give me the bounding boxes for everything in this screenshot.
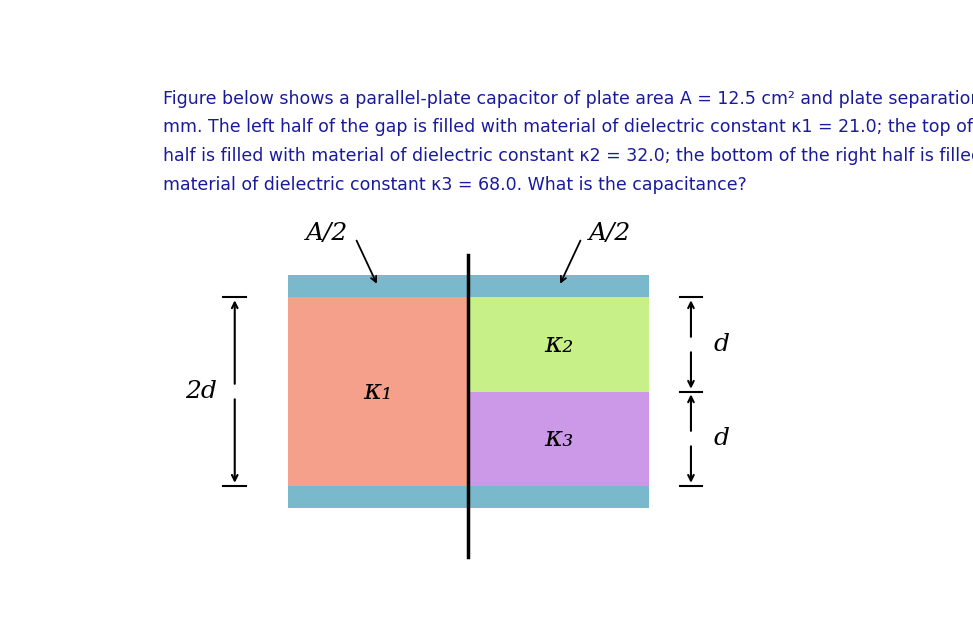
Text: half is filled with material of dielectric constant κ2 = 32.0; the bottom of the: half is filled with material of dielectr… bbox=[163, 147, 973, 165]
Text: mm. The left half of the gap is filled with material of dielectric constant κ1 =: mm. The left half of the gap is filled w… bbox=[163, 118, 973, 136]
Text: κ₂: κ₂ bbox=[544, 331, 574, 358]
Text: Figure below shows a parallel-plate capacitor of plate area A = 12.5 cm² and pla: Figure below shows a parallel-plate capa… bbox=[163, 89, 973, 107]
Bar bbox=[288, 275, 650, 298]
Bar bbox=[469, 392, 650, 485]
Text: material of dielectric constant κ3 = 68.0. What is the capacitance?: material of dielectric constant κ3 = 68.… bbox=[163, 176, 747, 194]
Text: A/2: A/2 bbox=[306, 222, 348, 244]
Bar bbox=[288, 298, 469, 485]
Text: 2d: 2d bbox=[185, 380, 217, 403]
Text: κ₃: κ₃ bbox=[544, 425, 574, 452]
Bar bbox=[288, 485, 650, 508]
Bar bbox=[469, 298, 650, 392]
Text: d: d bbox=[713, 333, 729, 356]
Text: A/2: A/2 bbox=[589, 222, 631, 244]
Text: κ₁: κ₁ bbox=[363, 378, 393, 405]
Text: d: d bbox=[713, 427, 729, 450]
